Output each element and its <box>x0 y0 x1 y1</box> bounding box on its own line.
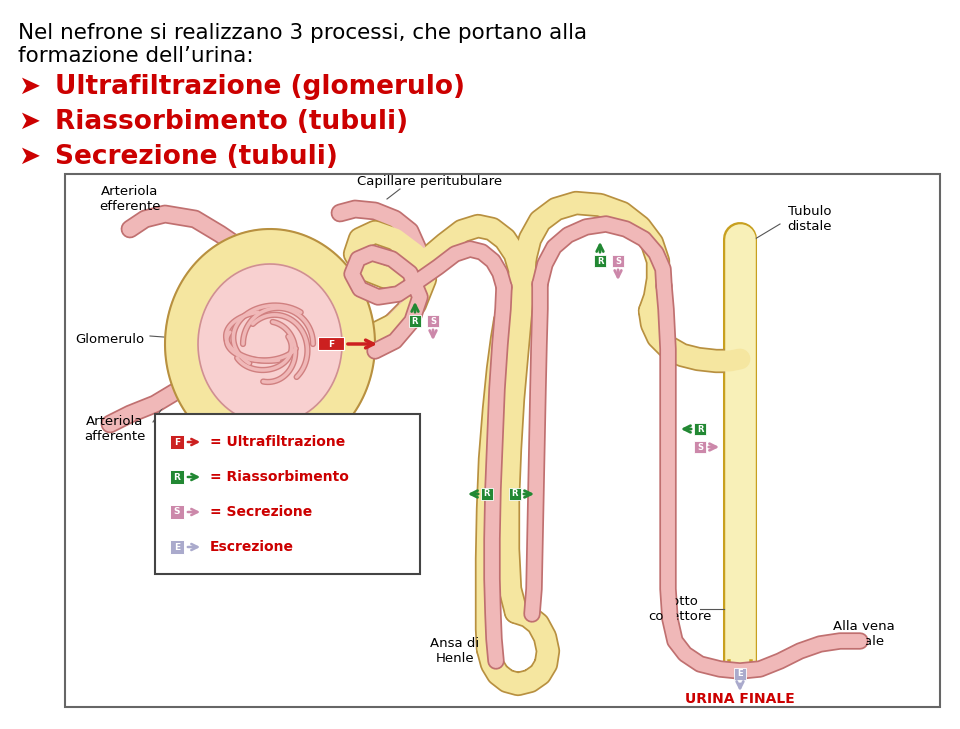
Bar <box>594 255 606 267</box>
Text: formazione dell’urina:: formazione dell’urina: <box>18 46 253 66</box>
Text: R: R <box>597 257 603 265</box>
Bar <box>409 315 421 327</box>
Bar <box>155 414 420 574</box>
Text: = Riassorbimento: = Riassorbimento <box>210 470 348 484</box>
Text: F: F <box>328 340 334 348</box>
Text: ➤: ➤ <box>18 109 40 135</box>
Text: Dotto
collettore: Dotto collettore <box>648 595 711 623</box>
Text: Capillare peritubulare: Capillare peritubulare <box>357 174 503 187</box>
Text: R: R <box>484 489 491 499</box>
Text: Arteriola
afferente: Arteriola afferente <box>84 415 146 443</box>
Text: S: S <box>697 443 703 451</box>
Text: Glomerulo: Glomerulo <box>76 332 145 346</box>
Bar <box>65 174 940 707</box>
Bar <box>481 488 493 500</box>
Text: S: S <box>430 316 436 326</box>
Text: R: R <box>174 472 180 481</box>
Bar <box>427 315 439 327</box>
Text: Alla vena
renale: Alla vena renale <box>833 620 895 648</box>
Text: Arteriola
efferente: Arteriola efferente <box>99 185 160 213</box>
Text: S: S <box>174 507 180 517</box>
Text: ➤: ➤ <box>18 74 40 100</box>
Bar <box>318 337 344 350</box>
Text: ➤: ➤ <box>18 144 40 170</box>
Bar <box>170 540 184 554</box>
Bar <box>612 255 624 267</box>
Text: = Ultrafiltrazione: = Ultrafiltrazione <box>210 435 346 449</box>
Text: Ultrafiltrazione (glomerulo): Ultrafiltrazione (glomerulo) <box>55 74 465 100</box>
Text: R: R <box>697 424 704 434</box>
Bar <box>734 668 746 680</box>
Bar <box>509 488 521 500</box>
Bar <box>170 435 184 449</box>
Text: R: R <box>412 316 419 326</box>
Text: Ansa di
Henle: Ansa di Henle <box>430 637 480 665</box>
Text: Capsula di
Bowman: Capsula di Bowman <box>235 440 305 468</box>
Bar <box>694 423 706 435</box>
Text: Tubulo
distale: Tubulo distale <box>788 205 832 233</box>
Text: = Secrezione: = Secrezione <box>210 505 312 519</box>
Text: F: F <box>174 437 180 446</box>
Text: URINA FINALE: URINA FINALE <box>685 692 795 706</box>
Text: S: S <box>615 257 621 265</box>
Bar <box>170 470 184 484</box>
Text: E: E <box>174 542 180 552</box>
Text: Secrezione (tubuli): Secrezione (tubuli) <box>55 144 338 170</box>
Bar <box>170 505 184 519</box>
Text: E: E <box>737 669 743 679</box>
Text: Nel nefrone si realizzano 3 processi, che portano alla: Nel nefrone si realizzano 3 processi, ch… <box>18 23 588 43</box>
Text: Riassorbimento (tubuli): Riassorbimento (tubuli) <box>55 109 408 135</box>
Polygon shape <box>165 229 375 459</box>
Polygon shape <box>729 661 751 672</box>
Bar <box>694 441 706 453</box>
Text: Escrezione: Escrezione <box>210 540 294 554</box>
Text: R: R <box>512 489 518 499</box>
Polygon shape <box>198 264 342 424</box>
